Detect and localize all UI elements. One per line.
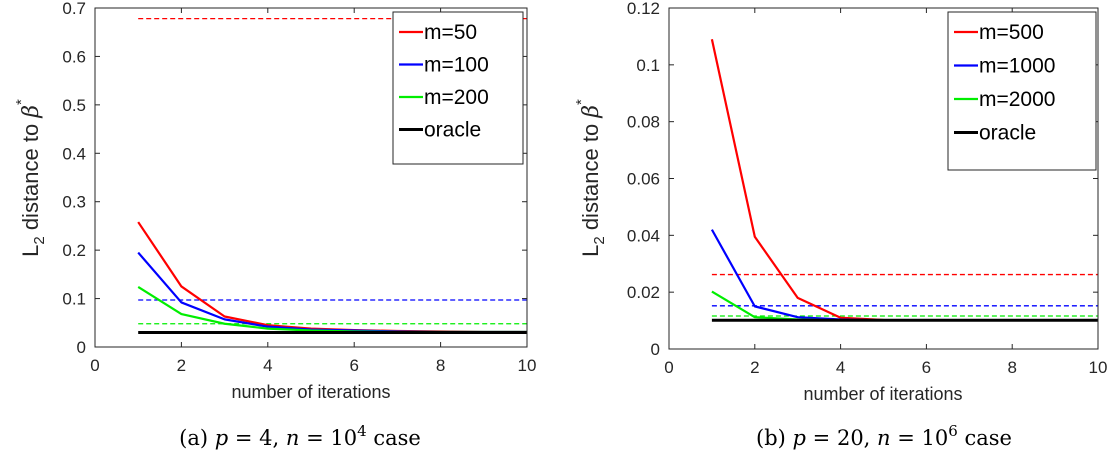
panel-caption: (b) p = 20, n = 106 case [756, 422, 1012, 450]
legend-entry-label: m=50 [424, 21, 477, 44]
x-tick-label: 8 [1007, 358, 1016, 377]
x-tick-label: 4 [836, 358, 845, 377]
y-label-beta: β [19, 105, 44, 119]
y-tick-label: 0.2 [62, 241, 86, 260]
caption-p-value: 20, [837, 426, 877, 450]
caption-eq: = [806, 426, 837, 450]
caption-n-value: 10 [922, 426, 949, 450]
caption-tail: case [367, 426, 421, 450]
y-label-star: * [573, 99, 590, 105]
y-label-beta: β [579, 105, 604, 119]
x-tick-label: 10 [1089, 358, 1108, 377]
y-tick-label: 0.08 [627, 113, 660, 132]
y-tick-label: 0.7 [62, 0, 86, 18]
y-label-sub: 2 [31, 236, 48, 244]
y-tick-label: 0 [651, 340, 660, 359]
x-tick-label: 8 [436, 356, 445, 375]
x-tick-label: 10 [518, 356, 537, 375]
y-label-main: L [578, 245, 603, 257]
y-tick-label: 0.04 [627, 226, 660, 245]
panel-caption: (a) p = 4, n = 104 case [179, 422, 421, 450]
x-tick-label: 2 [177, 356, 186, 375]
x-tick-label: 2 [750, 358, 759, 377]
legend-entry-label: m=2000 [979, 88, 1055, 111]
caption-eq: = [299, 426, 330, 450]
y-axis-label: L2 distance to β* [573, 99, 608, 257]
y-tick-label: 0.1 [636, 56, 660, 75]
legend: m=50 m=100 m=200 oracle [392, 11, 524, 165]
caption-tail: case [958, 426, 1012, 450]
x-tick-label: 4 [263, 356, 272, 375]
y-tick-label: 0.4 [62, 144, 86, 163]
legend: m=500 m=1000 m=2000 oracle [947, 11, 1097, 171]
x-tick-label: 0 [664, 358, 673, 377]
legend-entry-label: m=1000 [979, 55, 1055, 78]
x-tick-label: 6 [922, 358, 931, 377]
x-axis-label: number of iterations [231, 382, 390, 402]
legend-entry-label: m=200 [424, 86, 489, 109]
axes-box [94, 7, 528, 348]
y-label-main: L [18, 245, 43, 257]
y-label-sub: 2 [591, 236, 608, 244]
caption-n: n [877, 426, 891, 450]
y-axis-label: L2 distance to β* [13, 99, 48, 257]
caption-n-exp: 4 [357, 422, 367, 440]
y-tick-label: 0.3 [62, 193, 86, 212]
caption-label: (b) [756, 426, 793, 450]
y-tick-label: 0.02 [627, 283, 660, 302]
legend-box [947, 11, 1097, 171]
caption-p: p [215, 426, 228, 450]
caption-n: n [286, 426, 300, 450]
legend-entry-label: m=500 [979, 21, 1044, 44]
chart-panel-b: 0 2 4 6 8 10 0 0.02 0.04 0.06 0.08 0.1 0.12 number of… [573, 0, 1107, 450]
caption-p-value: 4, [259, 426, 286, 450]
caption-eq: = [228, 426, 259, 450]
legend-entry-label: m=100 [424, 54, 489, 77]
y-tick-label: 0.6 [62, 47, 86, 66]
y-tick-label: 0 [77, 338, 86, 357]
legend-entry-label: oracle [424, 119, 481, 142]
caption-label: (a) [179, 426, 215, 450]
y-label-star: * [13, 99, 30, 105]
caption-n-exp: 6 [948, 422, 958, 440]
y-tick-label: 0.5 [62, 96, 86, 115]
y-label-rest: distance to [18, 118, 43, 237]
y-tick-label: 0.12 [627, 0, 660, 18]
x-tick-label: 6 [349, 356, 358, 375]
caption-eq: = [891, 426, 922, 450]
legend-box [392, 11, 524, 165]
legend-entry-label: oracle [979, 122, 1036, 145]
y-label-rest: distance to [578, 118, 603, 237]
y-tick-label: 0.06 [627, 170, 660, 189]
chart-panel-a: 0 2 4 6 8 10 0 0.1 0.2 0.3 0.4 0.5 0.6 0.7 number of i… [13, 0, 536, 450]
y-tick-label: 0.1 [62, 290, 86, 309]
caption-p: p [793, 426, 806, 450]
x-axis-label: number of iterations [803, 384, 962, 404]
x-tick-label: 0 [90, 356, 99, 375]
caption-n-value: 10 [330, 426, 357, 450]
